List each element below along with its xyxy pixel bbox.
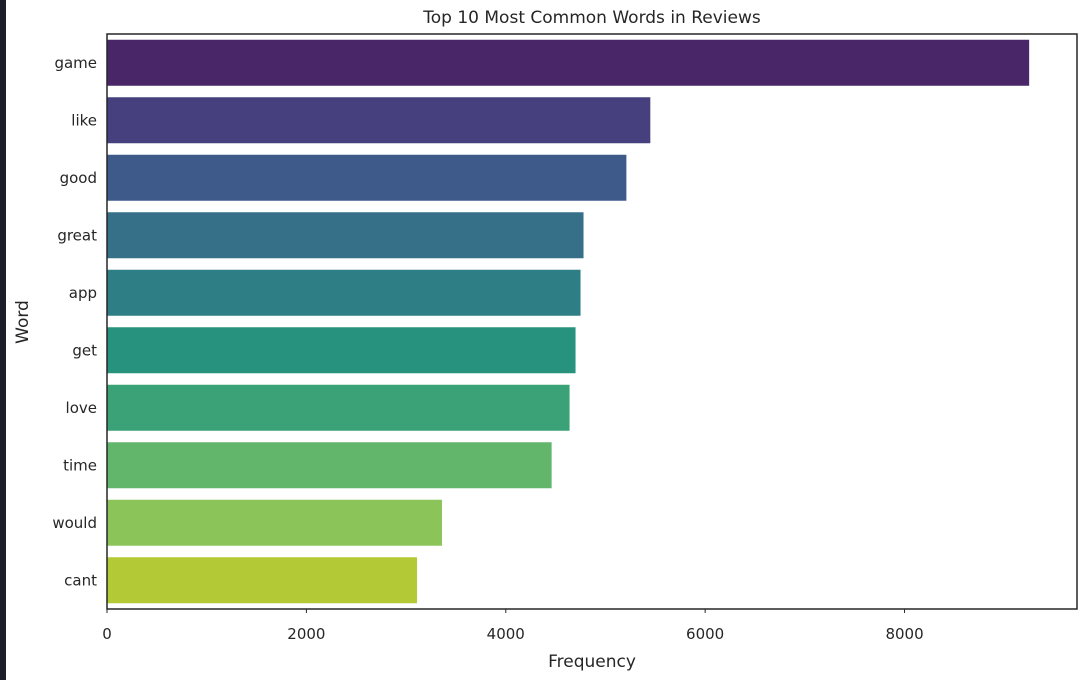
chart-title: Top 10 Most Common Words in Reviews (422, 8, 761, 28)
bar-chart: Top 10 Most Common Words in Reviews game… (13, 8, 1078, 672)
y-tick-label-great: great (57, 226, 97, 244)
x-tick-label: 8000 (885, 625, 923, 643)
x-tick-label: 6000 (686, 625, 724, 643)
bar-get (107, 327, 576, 374)
bar-would (107, 499, 442, 546)
y-tick-label-game: game (54, 54, 97, 72)
y-tick-label-app: app (69, 284, 97, 302)
bars-group (107, 39, 1030, 604)
y-tick-label-love: love (66, 399, 97, 417)
y-tick-label-would: would (52, 514, 97, 532)
plot-frame (106, 33, 1078, 610)
bar-time (107, 442, 552, 489)
y-tick-labels: game like good great app get love time would cant (52, 54, 97, 590)
y-tick-label-get: get (72, 341, 97, 359)
bar-good (107, 154, 627, 201)
bar-like (107, 97, 651, 144)
bar-love (107, 384, 570, 431)
bar-game (107, 39, 1030, 86)
x-tick-label: 2000 (287, 625, 325, 643)
y-axis-label: Word (13, 300, 33, 344)
y-tick-label-time: time (63, 456, 97, 474)
y-tick-label-good: good (60, 169, 97, 187)
bar-cant (107, 557, 418, 604)
y-tick-label-cant: cant (64, 571, 97, 589)
y-tick-label-like: like (71, 111, 97, 129)
x-tick-label: 0 (102, 625, 112, 643)
bar-app (107, 269, 581, 316)
x-ticks: 0 2000 4000 6000 8000 (102, 609, 924, 643)
chart-frame: Top 10 Most Common Words in Reviews game… (6, 0, 1086, 680)
bar-great (107, 212, 584, 259)
x-axis-label: Frequency (548, 652, 636, 672)
x-tick-label: 4000 (487, 625, 525, 643)
